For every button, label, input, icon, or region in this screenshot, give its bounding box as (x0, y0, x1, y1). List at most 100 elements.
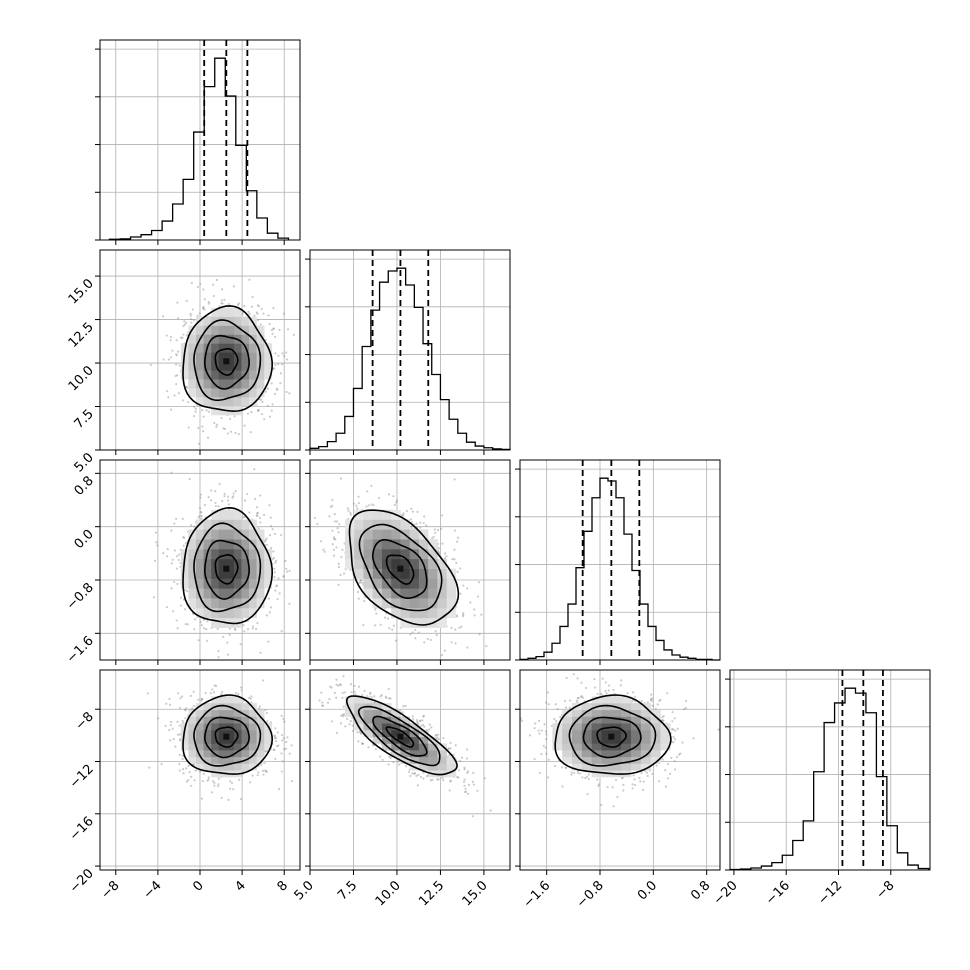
scatter-point (332, 554, 336, 557)
density-cell (211, 406, 220, 416)
scatter-point (250, 411, 253, 414)
scatter-point (162, 552, 165, 555)
scatter-point (184, 608, 187, 611)
scatter-point (366, 490, 369, 493)
density-cell (211, 509, 220, 520)
density-cell (188, 539, 197, 550)
scatter-point (235, 692, 238, 695)
scatter-point (200, 697, 204, 700)
hist-p3-histogram (519, 477, 720, 661)
scatter-point (302, 531, 304, 533)
scatter-point (227, 503, 230, 506)
density-cell (196, 352, 204, 362)
density-cell (218, 588, 227, 599)
scatter-point (243, 499, 247, 502)
density-cell (203, 334, 212, 344)
scatter-point (172, 610, 175, 613)
scatter-point (248, 511, 251, 514)
scatter-point (277, 354, 280, 357)
density-cell (428, 598, 438, 609)
density-cell (372, 509, 383, 520)
density-cell (233, 343, 242, 353)
density-cell (211, 397, 220, 407)
scatter-point (256, 409, 260, 412)
density-cell (344, 549, 355, 560)
scatter-point (273, 737, 276, 740)
density-cell (256, 598, 265, 609)
density-cell (188, 756, 197, 764)
p1-p2-contour (203, 334, 250, 390)
scatter-point (362, 623, 365, 627)
p1-p3-peak-cell (223, 565, 230, 572)
density-cell (391, 549, 401, 560)
scatter-point (273, 567, 276, 570)
scatter-point (193, 618, 197, 621)
density-cell (196, 743, 204, 751)
p1-p2-ytick-label: 7.5 (72, 407, 97, 432)
scatter-point (271, 528, 274, 531)
scatter-point (206, 620, 209, 623)
scatter-point (443, 557, 447, 560)
scatter-point (190, 281, 193, 285)
scatter-point (185, 321, 188, 324)
scatter-point (246, 492, 249, 496)
hist-p4-frame (729, 669, 931, 871)
density-cell (218, 743, 227, 751)
scatter-point (194, 410, 197, 413)
scatter-point (332, 536, 336, 539)
density-cell (211, 539, 220, 550)
scatter-point (193, 763, 196, 767)
density-cell (241, 539, 250, 550)
scatter-point (251, 627, 254, 630)
scatter-point (356, 590, 359, 594)
density-cell (226, 307, 235, 317)
scatter-point (255, 506, 259, 509)
scatter-point (203, 503, 207, 507)
scatter-point (269, 516, 272, 519)
p1-p3-contour (182, 506, 274, 625)
scatter-point (177, 558, 180, 562)
scatter-point (466, 587, 469, 590)
scatter-point (414, 637, 417, 640)
density-cell (372, 578, 383, 589)
scatter-point (227, 798, 230, 801)
scatter-point (200, 698, 204, 701)
scatter-point (210, 489, 213, 492)
scatter-point (175, 619, 178, 622)
hist-p4-xtick-label: −16 (763, 878, 793, 908)
scatter-point (265, 543, 269, 546)
scatter-point (436, 528, 440, 532)
scatter-point (178, 553, 181, 556)
scatter-point (349, 513, 352, 516)
scatter-point (451, 558, 454, 561)
density-cell (180, 568, 189, 579)
scatter-point (185, 707, 188, 710)
density-cell (203, 763, 212, 771)
scatter-point (282, 312, 286, 315)
density-cell (344, 558, 355, 569)
scatter-point (178, 724, 181, 727)
scatter-point (173, 394, 176, 397)
scatter-point (184, 588, 187, 591)
density-cell (249, 549, 257, 560)
scatter-point (375, 612, 378, 615)
scatter-point (184, 709, 187, 712)
density-cell (249, 568, 257, 579)
scatter-point (223, 495, 226, 498)
scatter-point (434, 630, 437, 633)
scatter-point (192, 414, 196, 418)
scatter-point (273, 748, 276, 751)
density-cell (211, 617, 220, 628)
scatter-point (189, 694, 192, 697)
scatter-point (357, 495, 360, 498)
density-cell (381, 529, 392, 540)
scatter-point (149, 363, 152, 367)
scatter-point (246, 627, 250, 631)
scatter-point (171, 727, 174, 730)
hist-p2-frame (309, 249, 511, 451)
density-cell (233, 325, 242, 335)
density-cell (196, 763, 204, 771)
density-cell (249, 607, 257, 619)
scatter-point (392, 495, 395, 498)
scatter-point (170, 471, 173, 474)
